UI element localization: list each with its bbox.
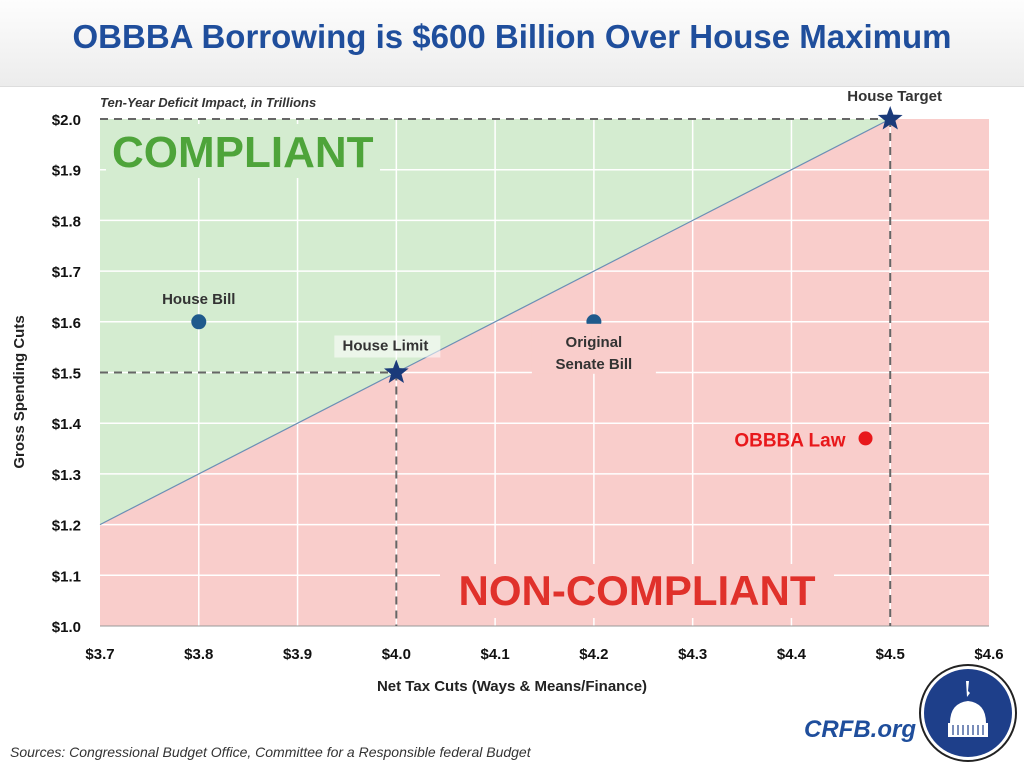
obbba-law-point bbox=[858, 431, 873, 446]
noncompliant-label: NON-COMPLIANT bbox=[459, 567, 816, 614]
x-tick-label: $4.3 bbox=[678, 646, 707, 663]
x-axis-label: Net Tax Cuts (Ways & Means/Finance) bbox=[377, 678, 647, 695]
y-tick-label: $1.9 bbox=[52, 163, 81, 180]
boundary-line bbox=[99, 118, 891, 526]
compliant-label: COMPLIANT bbox=[112, 128, 374, 177]
x-tick-label: $4.0 bbox=[382, 646, 411, 663]
x-tick-label: $4.2 bbox=[579, 646, 608, 663]
star-marker bbox=[384, 359, 409, 383]
point-label: OBBBA Law bbox=[734, 430, 845, 451]
page-title: OBBBA Borrowing is $600 Billion Over Hou… bbox=[72, 18, 952, 55]
y-tick-label: $1.8 bbox=[52, 213, 81, 230]
y-tick-label: $1.0 bbox=[52, 619, 81, 636]
x-tick-label: $3.7 bbox=[85, 646, 114, 663]
y-axis-label: Gross Spending Cuts bbox=[11, 315, 28, 468]
point-label: Original Senate Bill bbox=[556, 334, 633, 373]
label-bg bbox=[334, 335, 441, 358]
y-tick-label: $1.6 bbox=[52, 315, 81, 332]
y-tick-label: $1.1 bbox=[52, 568, 81, 585]
x-tick-label: $4.1 bbox=[481, 646, 510, 663]
chart-subtitle: Ten-Year Deficit Impact, in Trillions bbox=[100, 95, 316, 110]
x-tick-label: $3.8 bbox=[184, 646, 213, 663]
source-note: Sources: Congressional Budget Office, Co… bbox=[10, 744, 531, 760]
point-label: House Target bbox=[847, 88, 942, 105]
y-tick-label: $1.3 bbox=[52, 467, 81, 484]
y-tick-label: $2.0 bbox=[52, 112, 81, 129]
brand-link[interactable]: CRFB.org bbox=[804, 716, 916, 743]
capitol-dome-logo-icon bbox=[919, 664, 1017, 762]
y-tick-label: $1.5 bbox=[52, 366, 81, 383]
header-band: OBBBA Borrowing is $600 Billion Over Hou… bbox=[0, 0, 1024, 87]
data-point bbox=[191, 314, 207, 330]
point-label: House Limit bbox=[342, 338, 428, 355]
x-tick-label: $4.6 bbox=[974, 646, 1003, 663]
noncompliant-label-bg bbox=[440, 564, 834, 618]
compliant-label-bg bbox=[106, 124, 380, 178]
y-tick-label: $1.2 bbox=[52, 518, 81, 535]
y-tick-label: $1.4 bbox=[52, 416, 82, 433]
x-tick-label: $4.4 bbox=[777, 646, 807, 663]
x-tick-label: $3.9 bbox=[283, 646, 312, 663]
star-marker bbox=[877, 106, 903, 130]
y-tick-label: $1.7 bbox=[52, 264, 81, 281]
point-label: House Bill bbox=[162, 291, 235, 308]
x-tick-label: $4.5 bbox=[876, 646, 905, 663]
label-bg bbox=[531, 323, 656, 374]
